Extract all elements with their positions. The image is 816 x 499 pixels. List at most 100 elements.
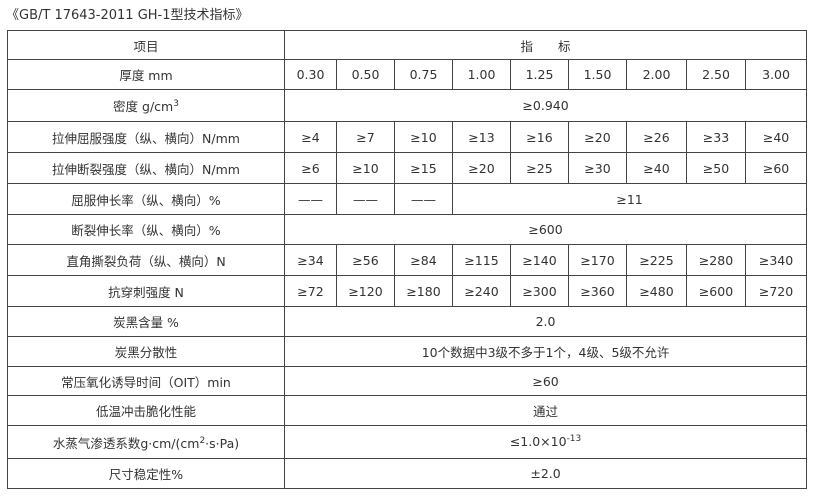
- table-row: 拉伸屈服强度（纵、横向）N/mm ≥4 ≥7 ≥10 ≥13 ≥16 ≥20 ≥26 ≥33 ≥4…: [7, 121, 808, 153]
- cell-value: ≥10: [410, 129, 437, 145]
- cell-value: 0.50: [351, 67, 380, 82]
- value-cell: ≤1.0×10-13: [283, 425, 808, 459]
- dash-value: ——: [298, 191, 323, 207]
- cell-value: 2.00: [642, 67, 671, 82]
- row-label-text: 炭黑含量 %: [113, 315, 179, 330]
- value-cell: ≥25: [510, 152, 569, 184]
- cell-value: ≥0.940: [522, 98, 569, 113]
- value-cell: ≥6: [284, 152, 337, 184]
- cell-value: ≥16: [526, 129, 553, 145]
- cell-value: ≥13: [468, 129, 495, 145]
- table-row: 密度 g/cm3 ≥0.940: [7, 89, 808, 122]
- value-cell: ±2.0: [283, 458, 808, 489]
- value-cell: ≥16: [510, 121, 569, 153]
- row-label: 断裂伸长率（纵、横向）%: [7, 214, 285, 245]
- value-cell: 通过: [283, 395, 808, 426]
- cell-value: ≥7: [356, 129, 375, 145]
- value-cell: ≥115: [452, 244, 511, 276]
- row-label-suffix: ·s·Pa): [205, 435, 240, 451]
- value-cell: 2.00: [626, 59, 687, 90]
- row-label: 拉伸屈服强度（纵、横向）N/mm: [7, 121, 285, 153]
- value-cell: ≥140: [510, 244, 569, 276]
- row-label-text: 拉伸断裂强度（纵、横向）N/mm: [52, 161, 240, 177]
- value-cell: ≥7: [336, 121, 395, 153]
- value-cell: 0.30: [284, 59, 337, 90]
- table-row: 厚度 mm 0.30 0.50 0.75 1.00 1.25 1.50 2.00 2.50 3.0…: [7, 59, 808, 90]
- table-row: 尺寸稳定性% ±2.0: [7, 458, 808, 489]
- cell-value: ≥6: [301, 160, 320, 176]
- value-cell: 2.0: [283, 306, 808, 337]
- cell-value: ≥10: [352, 160, 379, 176]
- value-cell: ≥600: [686, 275, 746, 307]
- table-row: 屈服伸长率（纵、横向）% —— —— —— ≥11: [7, 183, 808, 215]
- row-label-text: 尺寸稳定性%: [108, 467, 184, 482]
- value-cell: ≥34: [284, 244, 337, 276]
- document-title: 《GB/T 17643-2011 GH-1型技术指标》: [6, 8, 249, 23]
- row-label: 水蒸气渗透系数g·cm/(cm2·s·Pa): [7, 425, 285, 459]
- value-cell: ≥480: [626, 275, 687, 307]
- cell-value: 0.30: [296, 67, 325, 82]
- table-row: 水蒸气渗透系数g·cm/(cm2·s·Pa) ≤1.0×10-13: [7, 425, 808, 459]
- value-cell: 1.25: [510, 59, 569, 90]
- cell-value: ≥225: [639, 252, 674, 268]
- row-label-text: 拉伸屈服强度（纵、横向）N/mm: [52, 130, 240, 146]
- row-label-text: 水蒸气渗透系数g·cm/(cm: [52, 435, 200, 451]
- cell-value: ≥340: [758, 252, 794, 268]
- cell-value: 0.75: [409, 67, 438, 82]
- cell-value: ≥480: [639, 283, 674, 299]
- value-cell: ≥30: [568, 152, 627, 184]
- table-row: 常压氧化诱导时间（OIT）min ≥60: [7, 366, 808, 396]
- dash-value: ——: [353, 191, 378, 207]
- cell-value: ±2.0: [530, 466, 561, 481]
- row-label: 拉伸断裂强度（纵、横向）N/mm: [7, 152, 285, 184]
- row-label: 抗穿刺强度 N: [7, 275, 285, 307]
- value-cell: ≥26: [626, 121, 687, 153]
- cell-value: 1.00: [467, 67, 496, 82]
- cell-value: ≥60: [532, 373, 559, 389]
- cell-value: ≥33: [702, 129, 730, 145]
- value-cell: 3.00: [744, 59, 808, 90]
- cell-value: ≥600: [528, 222, 563, 237]
- value-cell: ≥600: [283, 214, 808, 245]
- cell-value: ≥140: [522, 252, 557, 268]
- value-cell: ≥60: [744, 152, 808, 184]
- value-cell: ≥170: [568, 244, 627, 276]
- value-cell: 0.50: [336, 59, 395, 90]
- value-cell: 10个数据中3级不多于1个，4级、5级不允许: [283, 336, 808, 367]
- value-cell: ≥20: [452, 152, 511, 184]
- header-row: 项目 指 标: [7, 30, 808, 60]
- row-label: 屈服伸长率（纵、横向）%: [7, 183, 285, 215]
- value-cell: ≥120: [336, 275, 395, 307]
- cell-value: ≥50: [702, 160, 730, 176]
- row-label: 密度 g/cm3: [7, 89, 285, 122]
- value-cell: ≥10: [394, 121, 453, 153]
- row-label: 炭黑含量 %: [7, 306, 285, 337]
- spec-table: 项目 指 标 厚度 mm 0.30 0.50 0.75 1.00 1.25 1.50 2.00…: [7, 30, 808, 489]
- value-cell: ≥72: [284, 275, 337, 307]
- cell-value: 3.00: [762, 67, 790, 82]
- table-row: 断裂伸长率（纵、横向）% ≥600: [7, 214, 808, 245]
- value-cell: ≥15: [394, 152, 453, 184]
- table-row: 炭黑分散性 10个数据中3级不多于1个，4级、5级不允许: [7, 336, 808, 367]
- row-label-text: 厚度 mm: [119, 68, 173, 83]
- cell-value: ≤1.0×10: [509, 434, 567, 450]
- cell-value: ≥720: [758, 283, 794, 299]
- cell-value: ≥72: [297, 283, 324, 299]
- value-cell: ≥300: [510, 275, 569, 307]
- value-cell: 0.75: [394, 59, 453, 90]
- cell-value: 2.50: [702, 67, 730, 82]
- row-label-text: 密度 g/cm: [113, 99, 174, 114]
- cell-value: ≥34: [297, 252, 324, 268]
- table-row: 低温冲击脆化性能 通过: [7, 395, 808, 426]
- value-cell: ≥20: [568, 121, 627, 153]
- cell-value: ≥15: [410, 160, 437, 176]
- table-row: 直角撕裂负荷（纵、横向）N ≥34 ≥56 ≥84 ≥115 ≥140 ≥170 ≥225 ≥2…: [7, 244, 808, 276]
- cell-value: ≥25: [526, 160, 553, 176]
- row-label-text: 常压氧化诱导时间（OIT）min: [61, 374, 231, 390]
- cell-value: ≥170: [580, 252, 615, 268]
- value-cell: ≥0.940: [283, 89, 808, 122]
- table-row: 拉伸断裂强度（纵、横向）N/mm ≥6 ≥10 ≥15 ≥20 ≥25 ≥30 ≥40 ≥50 ≥…: [7, 152, 808, 184]
- header-item: 项目: [7, 30, 285, 60]
- value-cell: ≥40: [626, 152, 687, 184]
- cell-value: ≥180: [406, 283, 441, 299]
